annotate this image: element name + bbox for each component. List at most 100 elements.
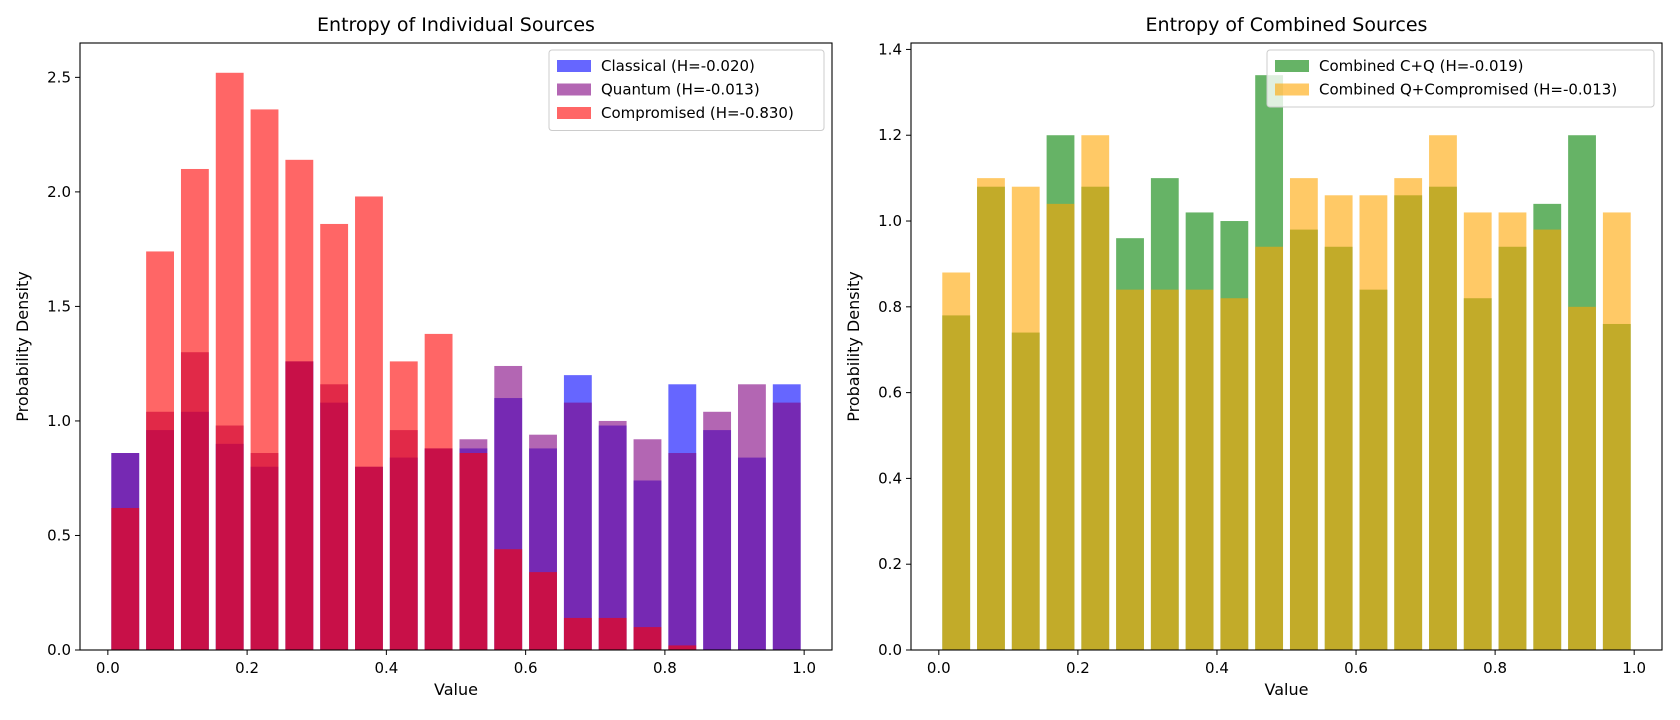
bar: [598, 617, 627, 650]
bar: [1324, 195, 1353, 650]
chart-title: Entropy of Combined Sources: [1146, 14, 1428, 36]
bar: [146, 251, 174, 650]
individual-sources-chart: 0.0 0.2 0.4 0.6 0.8 1.0 0.0 0.5 1.0 1.5 2.0 2.5 Entr…: [13, 14, 833, 699]
x-tick-label: 0.4: [374, 659, 398, 677]
bar: [1602, 212, 1631, 650]
bar: [1185, 289, 1214, 650]
series-1: [111, 352, 801, 650]
x-tick-label: 1.0: [792, 659, 816, 677]
legend-label: Combined Q+Compromised (H=-0.013): [1319, 81, 1617, 99]
bar: [563, 402, 592, 650]
y-tick-label: 1.4: [878, 40, 902, 58]
x-tick-label: 0.8: [653, 659, 677, 677]
chart-title: Entropy of Individual Sources: [317, 14, 595, 36]
x-tick-label: 0.0: [927, 659, 951, 677]
bar: [389, 361, 418, 650]
series-0: [111, 361, 801, 650]
x-tick-label: 1.0: [1622, 659, 1646, 677]
axes-frame: [910, 42, 1663, 651]
bar: [1150, 289, 1179, 650]
y-tick-label: 1.2: [878, 126, 902, 144]
legend-label: Classical (H=-0.020): [601, 57, 755, 75]
x-tick-label: 0.4: [1205, 659, 1229, 677]
bar: [1568, 306, 1596, 650]
bar: [424, 333, 453, 650]
y-tick-label: 1.0: [47, 412, 71, 430]
bar: [1533, 229, 1562, 650]
legend-swatch: [557, 107, 591, 119]
legend-swatch: [557, 60, 591, 72]
y-tick-label: 0.2: [878, 555, 902, 573]
bar: [668, 453, 697, 650]
y-tick-label: 1.5: [47, 297, 71, 315]
series-1: [942, 135, 1631, 651]
bar: [1081, 135, 1110, 650]
y-tick-label: 0.0: [878, 641, 902, 659]
x-tick-label: 0.8: [1483, 659, 1507, 677]
bar: [1394, 178, 1423, 651]
combined-sources-chart: 0.0 0.2 0.4 0.6 0.8 1.0 0.0 0.2 0.4 0.6 0.8 1.0 1.2 1…: [844, 14, 1663, 699]
bar: [703, 411, 732, 650]
bar: [1046, 203, 1075, 650]
bar: [772, 402, 801, 650]
bar: [459, 453, 488, 650]
y-tick-label: 0.4: [878, 469, 902, 487]
x-tick-label: 0.2: [1066, 659, 1090, 677]
bar: [1359, 195, 1388, 650]
bar: [977, 178, 1005, 651]
y-tick-label: 1.0: [878, 212, 902, 230]
y-tick-label: 0.8: [878, 298, 902, 316]
legend-swatch: [1275, 60, 1309, 72]
y-tick-label: 0.5: [47, 526, 71, 544]
bar: [250, 109, 279, 651]
bar: [111, 507, 140, 650]
series-0: [942, 75, 1631, 651]
bar: [633, 439, 662, 650]
x-axis-label: Value: [434, 680, 478, 699]
legend-label: Quantum (H=-0.013): [601, 81, 760, 99]
legend-swatch: [1275, 83, 1309, 96]
legend-swatch: [557, 83, 591, 96]
bar: [320, 223, 349, 650]
bar: [1429, 135, 1457, 650]
y-tick-label: 0.6: [878, 384, 902, 402]
legend: Classical (H=-0.020) Quantum (H=-0.013) Co…: [548, 49, 825, 131]
bar: [563, 617, 592, 650]
bar: [285, 159, 314, 651]
x-tick-label: 0.0: [96, 659, 120, 677]
x-axis-label: Value: [1265, 680, 1309, 699]
bar: [1011, 186, 1040, 650]
series-2: [111, 72, 697, 651]
bar: [668, 645, 697, 650]
y-tick-label: 2.5: [47, 68, 71, 86]
legend-label: Combined C+Q (H=-0.019): [1319, 57, 1524, 75]
bar: [1220, 298, 1249, 650]
bar: [598, 420, 627, 650]
bar: [355, 196, 383, 650]
bar: [1289, 178, 1318, 651]
y-tick-label: 2.0: [47, 183, 71, 201]
bar: [180, 168, 209, 650]
x-tick-label: 0.2: [235, 659, 259, 677]
bar: [738, 384, 766, 650]
bar: [494, 549, 523, 650]
bar: [1463, 212, 1492, 650]
bar: [633, 627, 662, 650]
bar: [942, 272, 971, 650]
legend: Combined C+Q (H=-0.019) Combined Q+Compro…: [1266, 49, 1655, 108]
x-tick-label: 0.6: [514, 659, 538, 677]
bar: [1255, 246, 1284, 650]
legend-box: [1266, 49, 1655, 108]
bar: [1116, 289, 1144, 650]
y-tick-label: 0.0: [47, 641, 71, 659]
y-axis-label: Probability Density: [844, 271, 863, 422]
y-axis-label: Probability Density: [13, 271, 32, 422]
axes-frame: [79, 42, 833, 651]
bar: [529, 572, 557, 650]
x-tick-label: 0.6: [1344, 659, 1368, 677]
bar: [1498, 212, 1527, 650]
bar: [215, 72, 244, 651]
legend-label: Compromised (H=-0.830): [601, 104, 794, 122]
legend-box: [548, 49, 825, 131]
